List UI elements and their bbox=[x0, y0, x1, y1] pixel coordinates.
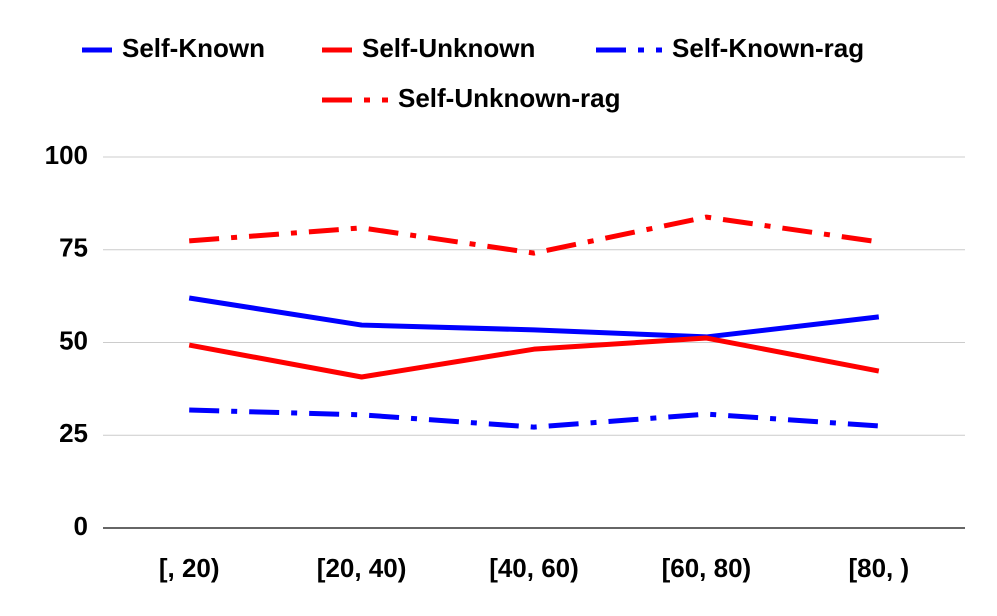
series-line bbox=[189, 407, 879, 430]
y-tick-label: 50 bbox=[59, 325, 88, 355]
y-tick-label: 75 bbox=[59, 233, 88, 263]
x-tick-label: [, 20) bbox=[159, 553, 220, 583]
y-tick-label: 100 bbox=[45, 140, 88, 170]
x-tick-label: [60, 80) bbox=[662, 553, 752, 583]
legend-label: Self-Known bbox=[122, 33, 265, 63]
x-tick-label: [40, 60) bbox=[489, 553, 579, 583]
series-line bbox=[188, 295, 880, 340]
y-tick-label: 25 bbox=[59, 418, 88, 448]
legend-label: Self-Unknown bbox=[362, 33, 535, 63]
y-tick-label: 0 bbox=[74, 511, 88, 541]
x-tick-label: [80, ) bbox=[848, 553, 909, 583]
legend-label: Self-Unknown-rag bbox=[398, 83, 620, 113]
legend-label: Self-Known-rag bbox=[672, 33, 864, 63]
series-line bbox=[188, 335, 880, 380]
series-line bbox=[189, 214, 880, 256]
x-tick-label: [20, 40) bbox=[317, 553, 407, 583]
